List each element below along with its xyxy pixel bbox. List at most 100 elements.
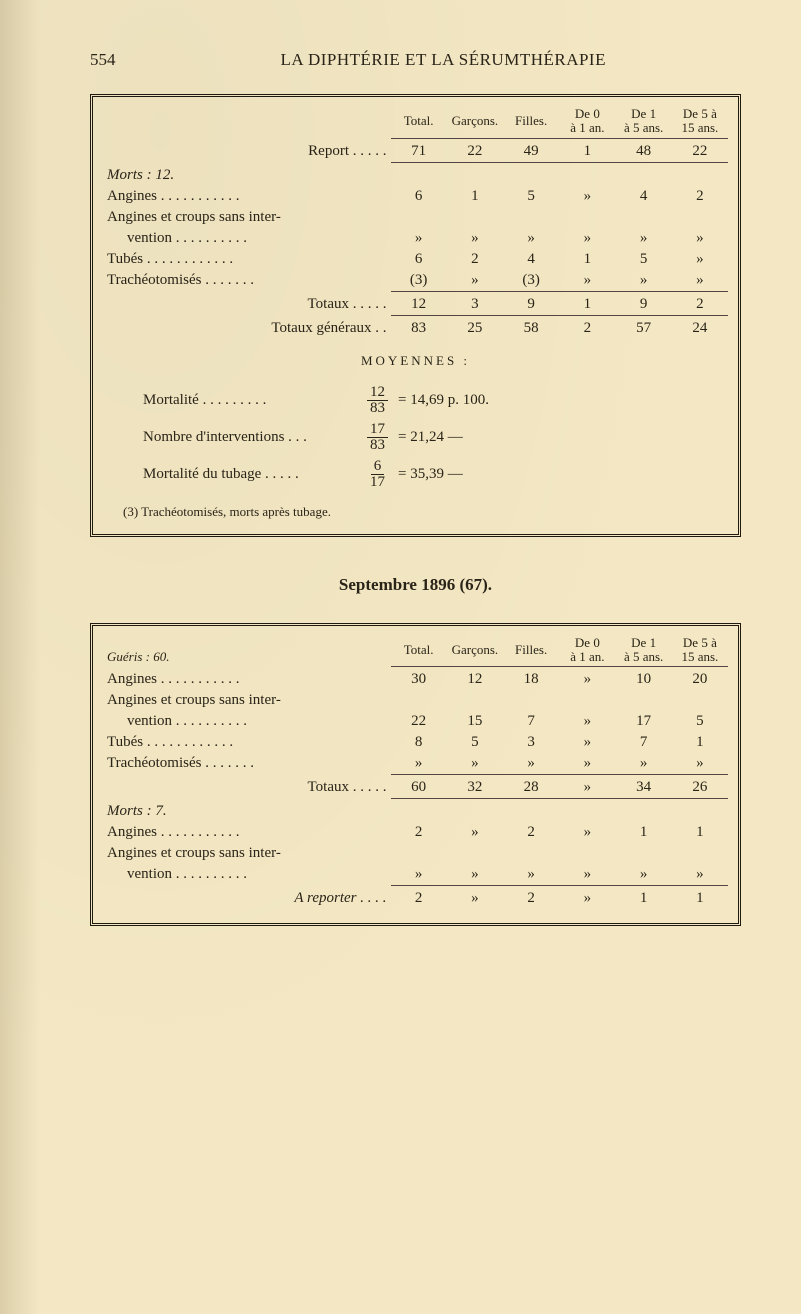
table-1: Total. Garçons. Filles. De 0 à 1 an. De … — [103, 105, 728, 339]
t1-totaux-gen-c0: 83 — [391, 318, 447, 339]
t1-tracheo-c5: » — [672, 270, 728, 292]
t1-angines-croups-1-c1 — [447, 207, 503, 228]
col-1-5-2: De 1 à 5 ans. — [616, 634, 672, 667]
t2-top-2-c3: » — [559, 711, 615, 732]
t1-totaux-c0: 12 — [391, 294, 447, 316]
t2-top-0: Angines . . . . . . . . . . .301218»1020 — [103, 669, 728, 690]
fraction-num: 17 — [367, 422, 388, 438]
t2-top-0-c1: 12 — [447, 669, 503, 690]
t2-morts-label: Morts : 7. — [103, 801, 391, 822]
t1-report-c0: 71 — [391, 141, 447, 163]
t2-top-1-c3 — [559, 690, 615, 711]
t2-top-4-c0: » — [391, 753, 447, 775]
t2-top-2-c2: 7 — [503, 711, 559, 732]
t2-bot-2-c4: » — [616, 864, 672, 886]
t2-bot-0-c0: 2 — [391, 822, 447, 843]
t2-top-0-c2: 18 — [503, 669, 559, 690]
moyennes-rows: Mortalité . . . . . . . . .1283= 14,69 p… — [103, 385, 728, 490]
t1-morts-heading-label: Morts : 12. — [103, 165, 391, 186]
t2-bot-2-c1: » — [447, 864, 503, 886]
t1-totaux-gen-label: Totaux généraux . . — [103, 318, 391, 339]
footnote: (3) Trachéotomisés, morts après tubage. — [123, 504, 728, 520]
t1-tubes-c3: 1 — [559, 249, 615, 270]
t2-reporter-c5: 1 — [672, 888, 728, 909]
table-box-1: Total. Garçons. Filles. De 0 à 1 an. De … — [90, 94, 741, 537]
table-2: Guéris : 60. Total. Garçons. Filles. De … — [103, 634, 728, 910]
t1-angines-c3: » — [559, 186, 615, 207]
t2-totaux-c1: 32 — [447, 777, 503, 799]
t2-bot-0-c1: » — [447, 822, 503, 843]
t2-bot-1-c0 — [391, 843, 447, 864]
table-1-body: Report . . . . .71224914822Morts : 12.An… — [103, 138, 728, 339]
table-2-body: Angines . . . . . . . . . . .301218»1020… — [103, 667, 728, 910]
t2-totaux-c2: 28 — [503, 777, 559, 799]
t1-totaux-gen-c3: 2 — [559, 318, 615, 339]
t2-top-3-c1: 5 — [447, 732, 503, 753]
t1-angines-c1: 1 — [447, 186, 503, 207]
t2-top-1-c4 — [616, 690, 672, 711]
t1-tubes-c4: 5 — [616, 249, 672, 270]
t2-totaux-c3: » — [559, 777, 615, 799]
t1-vention: vention . . . . . . . . . .»»»»»» — [103, 228, 728, 249]
t1-vention-c1: » — [447, 228, 503, 249]
t2-top-3-c0: 8 — [391, 732, 447, 753]
col-0-1-2: De 0 à 1 an. — [559, 634, 615, 667]
fraction-num: 12 — [367, 385, 388, 401]
t1-vention-label: vention . . . . . . . . . . — [103, 228, 391, 249]
t2-bot-1-c4 — [616, 843, 672, 864]
t2-top-2-c1: 15 — [447, 711, 503, 732]
t2-top-0-c4: 10 — [616, 669, 672, 690]
t1-tracheo-c0: (3) — [391, 270, 447, 292]
table-1-head: Total. Garçons. Filles. De 0 à 1 an. De … — [103, 105, 728, 138]
t1-totaux-c4: 9 — [616, 294, 672, 316]
t2-top-1-label: Angines et croups sans inter- — [103, 690, 391, 711]
moyenne-label: Mortalité . . . . . . . . . — [143, 392, 363, 409]
t1-angines-c0: 6 — [391, 186, 447, 207]
t1-morts-heading: Morts : 12. — [103, 165, 728, 186]
t2-top-2-c0: 22 — [391, 711, 447, 732]
t1-totaux-c1: 3 — [447, 294, 503, 316]
t2-top-4-c4: » — [616, 753, 672, 775]
t2-bot-0-c2: 2 — [503, 822, 559, 843]
col-filles-2: Filles. — [503, 634, 559, 667]
t2-top-2-c4: 17 — [616, 711, 672, 732]
t1-angines-c5: 2 — [672, 186, 728, 207]
t1-totaux-gen-c1: 25 — [447, 318, 503, 339]
fraction: 1783 — [367, 422, 388, 453]
t2-bot-1-label: Angines et croups sans inter- — [103, 843, 391, 864]
t2-bot-1: Angines et croups sans inter- — [103, 843, 728, 864]
t1-tracheo-label: Trachéotomisés . . . . . . . — [103, 270, 391, 292]
fraction: 1283 — [367, 385, 388, 416]
t2-bot-1-c2 — [503, 843, 559, 864]
t2-top-4-c5: » — [672, 753, 728, 775]
t1-report-c5: 22 — [672, 141, 728, 163]
t1-angines: Angines . . . . . . . . . . .615»42 — [103, 186, 728, 207]
t1-vention-c4: » — [616, 228, 672, 249]
t1-report-c4: 48 — [616, 141, 672, 163]
t2-bot-0-c4: 1 — [616, 822, 672, 843]
t1-totaux-gen-c4: 57 — [616, 318, 672, 339]
t1-totaux-label: Totaux . . . . . — [103, 294, 391, 316]
t1-totaux-c2: 9 — [503, 294, 559, 316]
moyenne-row-1: Nombre d'interventions . . .1783= 21,24 … — [143, 422, 728, 453]
moyenne-result: = 14,69 p. 100. — [398, 392, 489, 409]
t1-totaux-gen-c2: 58 — [503, 318, 559, 339]
t1-angines-croups-1-c4 — [616, 207, 672, 228]
moyenne-label: Mortalité du tubage . . . . . — [143, 466, 363, 483]
t2-totaux: Totaux . . . . .603228»3426 — [103, 777, 728, 799]
fraction-den: 83 — [367, 438, 388, 453]
table-2-head: Guéris : 60. Total. Garçons. Filles. De … — [103, 634, 728, 667]
page-number: 554 — [90, 50, 116, 70]
t2-top-3-c2: 3 — [503, 732, 559, 753]
t2-bot-0: Angines . . . . . . . . . . .2»2»11 — [103, 822, 728, 843]
moyenne-row-2: Mortalité du tubage . . . . .617= 35,39 … — [143, 459, 728, 490]
t2-totaux-c5: 26 — [672, 777, 728, 799]
t1-totaux: Totaux . . . . .1239192 — [103, 294, 728, 316]
col-blank — [103, 105, 391, 138]
t2-top-4-c3: » — [559, 753, 615, 775]
col-5-15-2: De 5 à 15 ans. — [672, 634, 728, 667]
t2-reporter-label: A reporter . . . . — [103, 888, 391, 909]
t1-tubes: Tubés . . . . . . . . . . . .62415» — [103, 249, 728, 270]
fraction-num: 6 — [371, 459, 385, 475]
t2-bot-1-c1 — [447, 843, 503, 864]
